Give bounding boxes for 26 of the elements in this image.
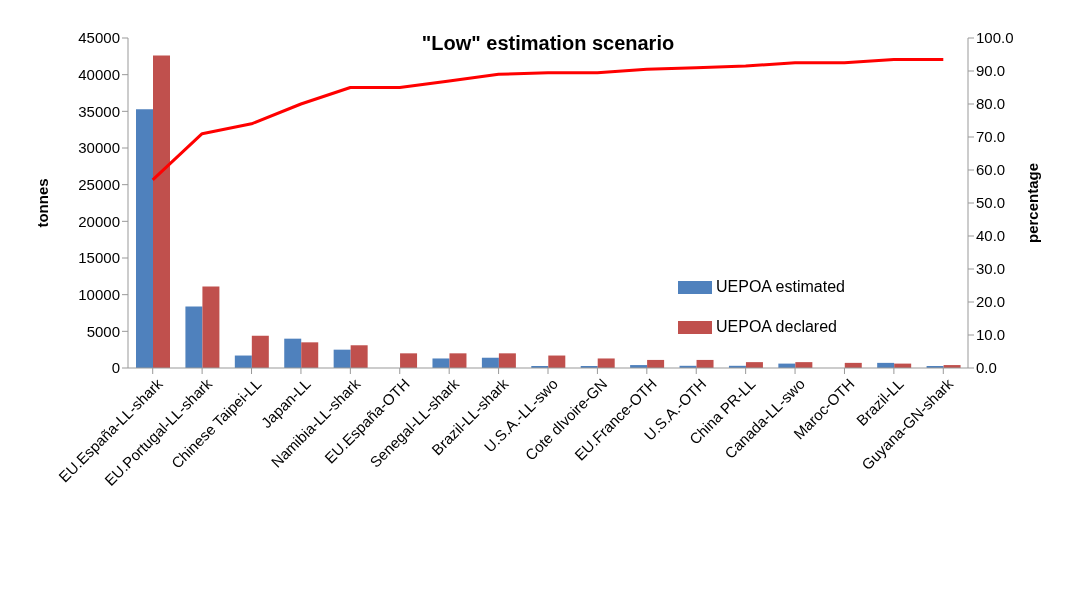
y2-tick-label: 70.0 (976, 128, 1006, 146)
y-axis-title: tonnes (34, 178, 52, 228)
y-tick-label: 5000 (86, 322, 120, 340)
y2-tick-label: 0.0 (976, 359, 997, 377)
y2-tick-label: 50.0 (976, 194, 1006, 212)
y-tick-label: 35000 (78, 102, 120, 120)
y2-tick-label: 80.0 (976, 95, 1006, 113)
y2-tick-label: 60.0 (976, 161, 1006, 179)
y2-tick-label: 100.0 (976, 29, 1014, 47)
y-tick-label: 45000 (78, 29, 120, 47)
y-tick-label: 25000 (78, 175, 120, 193)
y2-tick-label: 20.0 (976, 293, 1006, 311)
y-tick-label: 15000 (78, 249, 120, 267)
legend-label: UEPOA declared (716, 318, 837, 336)
y-tick-label: 10000 (78, 285, 120, 303)
y-tick-label: 0 (111, 359, 120, 377)
y-tick-label: 30000 (78, 139, 120, 157)
y-tick-label: 20000 (78, 212, 120, 230)
y2-tick-label: 90.0 (976, 62, 1006, 80)
chart-title: "Low" estimation scenario (421, 32, 675, 54)
y2-tick-label: 10.0 (976, 326, 1006, 344)
legend-label: UEPOA estimated (716, 278, 845, 296)
y-tick-label: 40000 (78, 65, 120, 83)
y2-axis-title: percentage (1024, 162, 1042, 244)
y2-tick-label: 40.0 (976, 227, 1006, 245)
y2-tick-label: 30.0 (976, 260, 1006, 278)
